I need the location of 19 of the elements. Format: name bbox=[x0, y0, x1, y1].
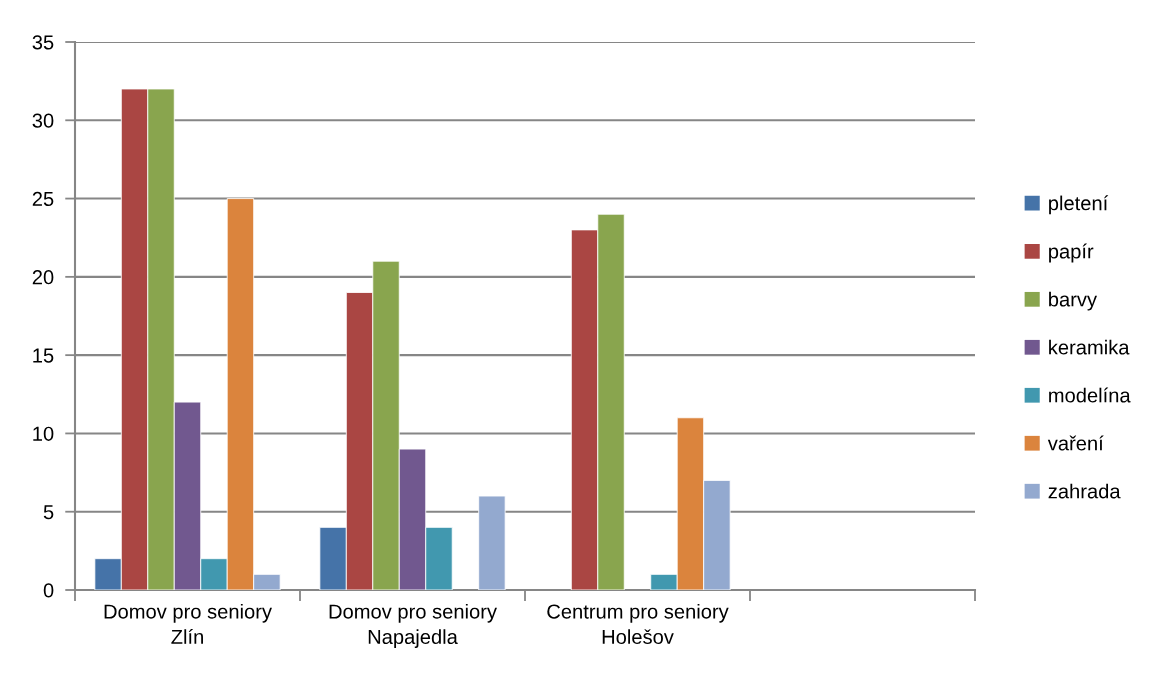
legend-label: zahrada bbox=[1048, 483, 1121, 499]
legend-label: papír bbox=[1049, 243, 1094, 263]
y-tick-label: 20 bbox=[32, 270, 54, 285]
x-tick-label: Domov pro seniory Zlín bbox=[104, 603, 272, 644]
y-tick-label: 5 bbox=[43, 505, 54, 520]
x-tick-label: Centrum pro seniory Holešov bbox=[547, 603, 729, 645]
legend-label: vaření bbox=[1047, 435, 1104, 451]
y-tick-label: 35 bbox=[32, 35, 54, 50]
bar bbox=[478, 495, 506, 590]
x-tick-label: Domov pro seniory Napajedla bbox=[329, 603, 497, 648]
y-tick-label: 0 bbox=[43, 583, 54, 598]
y-tick-label: 30 bbox=[32, 113, 54, 128]
y-tick-label: 25 bbox=[32, 191, 54, 207]
legend-label: modelína bbox=[1049, 387, 1131, 403]
legend-label: keramika bbox=[1049, 339, 1130, 355]
legend-label: barvy bbox=[1049, 291, 1097, 311]
y-tick-label: 15 bbox=[33, 348, 54, 363]
y-tick-label: 10 bbox=[33, 426, 54, 441]
legend-label: pletení bbox=[1049, 195, 1109, 215]
